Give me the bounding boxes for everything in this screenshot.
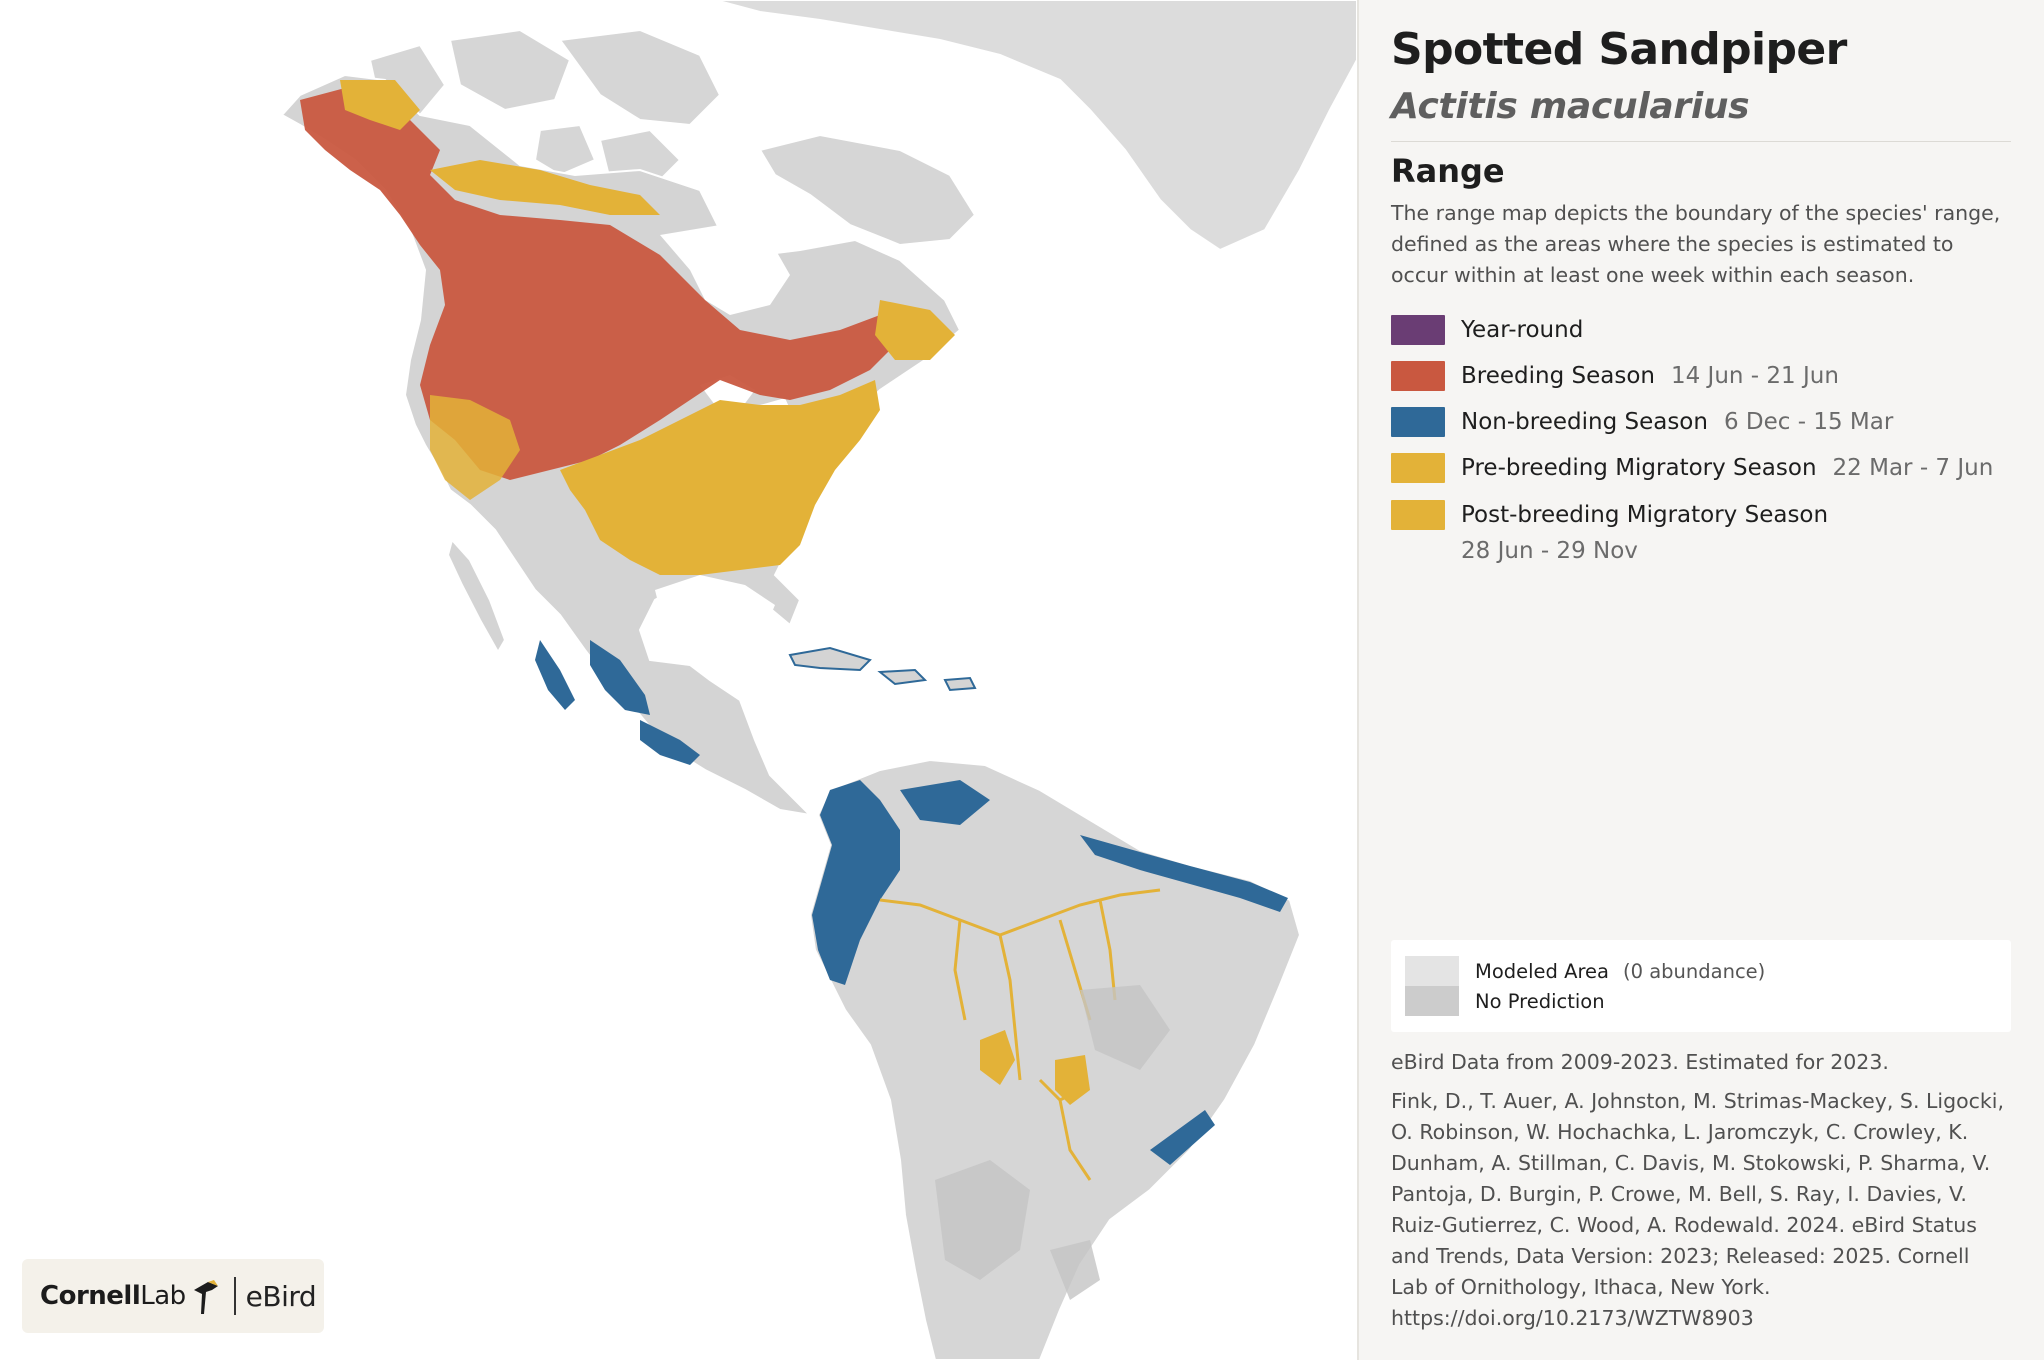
legend-dates: 28 Jun - 29 Nov [1461, 538, 1638, 564]
gulf-of-mexico [655, 575, 775, 655]
legend-item-year-round: Year-round [1391, 315, 1583, 345]
migratory-rivers-amazon [879, 888, 1161, 1181]
logo-divider [233, 1277, 236, 1315]
arctic-island-ellesmere [558, 28, 722, 127]
no-prediction-area [935, 985, 1170, 1300]
migratory-range-north [340, 80, 955, 360]
modeled-area-legend: Modeled Area (0 abundance) No Prediction [1391, 940, 2011, 1032]
legend-swatch-postbreeding [1391, 500, 1445, 530]
greenland-landmass [714, 0, 1357, 252]
legend-item-nonbreeding: Non-breeding Season 6 Dec - 15 Mar [1391, 407, 1893, 437]
logo-lab-text: Lab [140, 1281, 186, 1311]
citation: Fink, D., T. Auer, A. Johnston, M. Strim… [1391, 1089, 2005, 1330]
legend-dates: 14 Jun - 21 Jun [1670, 363, 1839, 389]
migratory-range-us [560, 380, 880, 575]
range-map[interactable] [0, 0, 1357, 1360]
legend-label: Breeding Season [1461, 363, 1655, 389]
baja-california [446, 537, 507, 655]
legend-label: Post-breeding Migratory Season [1461, 502, 1829, 528]
range-heading: Range [1391, 152, 1505, 190]
nonbreeding-range-south-america [812, 780, 1288, 1165]
legend-label: Non-breeding Season [1461, 409, 1708, 435]
modeled-area-label: Modeled Area [1475, 959, 1609, 983]
breeding-range [300, 88, 900, 480]
no-prediction-label: No Prediction [1475, 989, 1605, 1013]
modeled-area-note: (0 abundance) [1623, 959, 1766, 983]
data-note: eBird Data from 2009-2023. Estimated for… [1391, 1050, 1889, 1074]
legend-swatch-prebreeding [1391, 453, 1445, 483]
map-svg[interactable] [0, 0, 1357, 1360]
modeled-area-swatch [1405, 956, 1459, 986]
logo-ebird-text: eBird [245, 1279, 317, 1313]
title-divider [1391, 141, 2011, 142]
migratory-range-west [430, 395, 520, 500]
cornell-lab-ebird-logo[interactable]: Cornell Lab eBird [22, 1259, 324, 1333]
logo-cornell-text: Cornell [40, 1281, 141, 1311]
modeled-area-row: Modeled Area (0 abundance) [1405, 956, 1765, 986]
hudson-bay [660, 225, 790, 315]
legend-label: Year-round [1461, 317, 1584, 343]
migratory-patch-pantanal [980, 1030, 1090, 1105]
legend-item-breeding: Breeding Season 14 Jun - 21 Jun [1391, 361, 1839, 391]
legend-item-postbreeding: Post-breeding Migratory Season [1391, 500, 1828, 530]
arctic-island-baffin [758, 133, 977, 247]
no-prediction-swatch [1405, 986, 1459, 1016]
range-description: The range map depicts the boundary of th… [1391, 201, 2001, 287]
nonbreeding-range-mexico [535, 640, 700, 765]
caribbean-islands [788, 646, 977, 692]
legend-swatch-year-round [1391, 315, 1445, 345]
legend-dates: 6 Dec - 15 Mar [1723, 409, 1894, 435]
info-panel: Spotted Sandpiper Actitis macularius Ran… [1357, 0, 2044, 1360]
legend-swatch-breeding [1391, 361, 1445, 391]
arctic-island-victoria [448, 28, 572, 112]
species-common-name: Spotted Sandpiper [1391, 24, 1847, 75]
legend-swatch-nonbreeding [1391, 407, 1445, 437]
legend-label: Pre-breeding Migratory Season [1461, 455, 1817, 481]
arctic-island-small-2 [533, 123, 597, 177]
bird-logo-icon [193, 1280, 218, 1314]
no-prediction-row: No Prediction [1405, 986, 1605, 1016]
legend-item-prebreeding: Pre-breeding Migratory Season 22 Mar - 7… [1391, 453, 1993, 483]
legend-dates: 22 Mar - 7 Jun [1832, 455, 1994, 481]
species-scientific-name: Actitis macularius [1391, 86, 1750, 127]
